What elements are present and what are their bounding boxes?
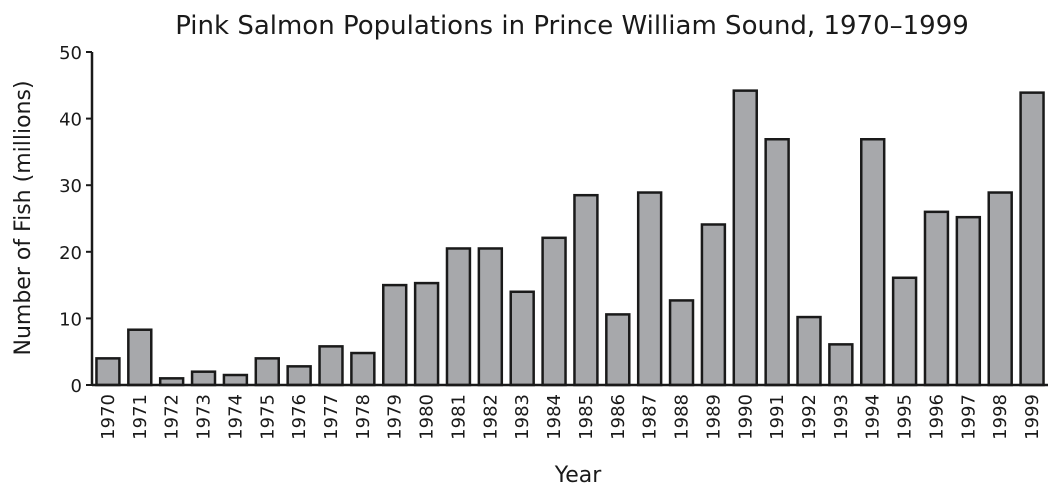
bar-1996 bbox=[923, 210, 950, 387]
x-tick-label-1976: 1976 bbox=[289, 394, 310, 440]
x-tick-label-1974: 1974 bbox=[225, 394, 246, 440]
bar-1997 bbox=[955, 215, 982, 387]
x-tick-label-1985: 1985 bbox=[576, 394, 597, 440]
x-tick-label-1996: 1996 bbox=[926, 394, 947, 440]
bar-1977 bbox=[318, 345, 344, 387]
bar-1998 bbox=[987, 191, 1013, 387]
x-tick-label-1977: 1977 bbox=[321, 394, 342, 440]
bar-1993 bbox=[828, 343, 854, 387]
bar-1994 bbox=[860, 138, 886, 387]
x-tick-label-1993: 1993 bbox=[831, 394, 852, 440]
y-tick-label-0: 0 bbox=[71, 376, 82, 397]
x-tick-label-1980: 1980 bbox=[417, 394, 438, 440]
x-tick-label-1978: 1978 bbox=[353, 394, 374, 440]
y-tick-label-30: 30 bbox=[59, 176, 82, 197]
y-tick-label-20: 20 bbox=[59, 243, 82, 264]
x-tick-label-1981: 1981 bbox=[448, 394, 469, 440]
x-tick-label-1973: 1973 bbox=[194, 394, 215, 440]
bar-1987 bbox=[636, 191, 663, 387]
x-tick-label-1979: 1979 bbox=[385, 394, 406, 440]
x-tick-label-1983: 1983 bbox=[512, 394, 533, 440]
bar-1978 bbox=[350, 351, 376, 387]
bar-1980 bbox=[413, 281, 440, 387]
x-tick-label-1997: 1997 bbox=[958, 394, 979, 440]
bar-1985 bbox=[573, 193, 599, 387]
y-axis-label: Number of Fish (millions) bbox=[11, 80, 36, 355]
bar-1995 bbox=[891, 276, 918, 387]
x-tick-label-1998: 1998 bbox=[990, 394, 1011, 440]
x-tick-label-1987: 1987 bbox=[640, 394, 661, 440]
x-tick-label-1988: 1988 bbox=[672, 394, 693, 440]
bar-1975 bbox=[254, 357, 280, 387]
bar-1989 bbox=[700, 223, 727, 387]
bar-1974 bbox=[222, 373, 249, 387]
bar-1986 bbox=[605, 313, 631, 387]
bar-1983 bbox=[509, 290, 535, 387]
chart-title: Pink Salmon Populations in Prince Willia… bbox=[175, 11, 969, 41]
x-tick-label-1999: 1999 bbox=[1022, 394, 1043, 440]
x-tick-label-1971: 1971 bbox=[130, 394, 151, 440]
bar-1988 bbox=[668, 299, 695, 387]
y-tick-label-10: 10 bbox=[59, 309, 82, 330]
x-tick-label-1972: 1972 bbox=[162, 394, 183, 440]
x-tick-label-1990: 1990 bbox=[735, 394, 756, 440]
bar-1992 bbox=[796, 315, 822, 387]
bar-1981 bbox=[445, 247, 472, 387]
x-tick-label-1984: 1984 bbox=[544, 394, 565, 440]
bar-1990 bbox=[732, 89, 758, 387]
x-tick-label-1994: 1994 bbox=[863, 394, 884, 440]
x-tick-label-1991: 1991 bbox=[767, 394, 788, 440]
bar-1991 bbox=[764, 138, 790, 387]
x-tick-labels-group: 1970 1971 1972 1973 1974 1975 1976 1977 1978 1979… bbox=[98, 394, 1043, 440]
bar-1982 bbox=[477, 247, 504, 387]
x-tick-label-1970: 1970 bbox=[98, 394, 119, 440]
bar-1973 bbox=[190, 370, 217, 387]
bar-1971 bbox=[127, 328, 153, 387]
bars-group bbox=[95, 89, 1045, 387]
x-tick-label-1975: 1975 bbox=[257, 394, 278, 440]
x-tick-label-1995: 1995 bbox=[895, 394, 916, 440]
y-tick-label-50: 50 bbox=[59, 43, 82, 64]
x-tick-label-1986: 1986 bbox=[608, 394, 629, 440]
y-tick-label-40: 40 bbox=[59, 110, 82, 131]
x-tick-label-1989: 1989 bbox=[703, 394, 724, 440]
bar-1970 bbox=[95, 357, 121, 387]
bar-1984 bbox=[541, 236, 567, 387]
bar-1979 bbox=[382, 283, 408, 387]
x-tick-label-1992: 1992 bbox=[799, 394, 820, 440]
x-tick-label-1982: 1982 bbox=[480, 394, 501, 440]
bar-1976 bbox=[286, 365, 312, 387]
bar-1999 bbox=[1019, 91, 1045, 387]
y-ticks-group: 0 10 20 30 40 50 bbox=[59, 43, 92, 397]
x-axis-label: Year bbox=[554, 463, 603, 487]
